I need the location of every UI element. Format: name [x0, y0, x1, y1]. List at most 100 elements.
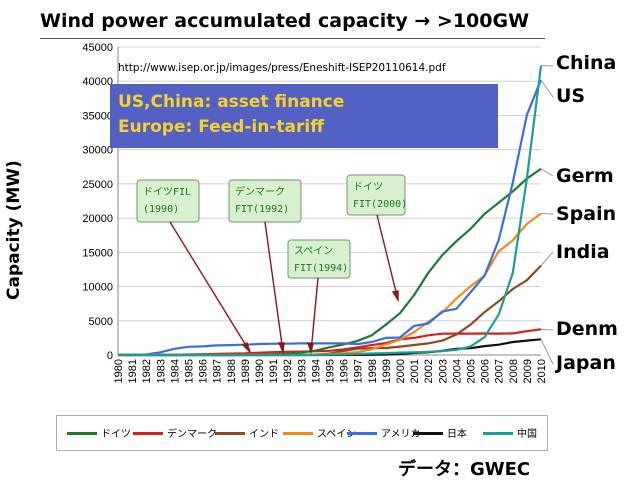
- x-tick-label: 2005: [466, 359, 478, 383]
- source-url: http://www.isep.or.jp/images/press/Enesh…: [118, 62, 446, 74]
- annotation-line1: スペイン: [294, 246, 333, 257]
- chart-title: Wind power accumulated capacity → >100GW: [40, 10, 530, 32]
- annotation-line1: ドイツ: [353, 182, 383, 193]
- finance-note-us-china: US,China: asset finance: [118, 92, 345, 112]
- country-label-denmark: Denm: [556, 318, 618, 340]
- country-label-spain: Spain: [556, 203, 617, 225]
- y-tick-label: 40000: [82, 76, 113, 88]
- y-tick-label: 25000: [82, 179, 113, 191]
- pointer-line-usa: [540, 79, 554, 98]
- x-tick-label: 1985: [184, 359, 196, 383]
- pointer-line-india: [540, 251, 554, 266]
- legend-swatch: [215, 432, 245, 435]
- arrowhead: [241, 342, 251, 353]
- annotation-box: [287, 239, 351, 279]
- legend-label: スペイン: [317, 429, 357, 440]
- data-source: データ：GWEC: [398, 459, 531, 480]
- legend-label: 中国: [517, 429, 537, 440]
- annotation-line2: FIT(2000): [353, 199, 407, 210]
- annotation-line2: FIT(1994): [294, 263, 348, 274]
- x-tick-label: 2010: [536, 359, 548, 383]
- arrow-germany-fil: [169, 221, 251, 353]
- country-label-us: US: [556, 85, 586, 107]
- x-tick-label: 1990: [254, 359, 266, 383]
- arrowhead: [391, 290, 399, 303]
- x-tick-label: 1998: [367, 359, 379, 383]
- country-label-germany: Germ: [556, 165, 614, 187]
- y-tick-label: 30000: [82, 145, 113, 157]
- pointer-line-germany: [540, 168, 554, 177]
- x-tick-label: 2008: [508, 359, 520, 383]
- x-tick-label: 1991: [268, 359, 280, 383]
- arrow-spain-fit: [310, 277, 319, 353]
- x-tick-label: 1988: [226, 359, 238, 383]
- annotation-box: [346, 174, 406, 216]
- arrowhead: [277, 342, 285, 355]
- x-tick-label: 2004: [451, 359, 463, 383]
- arrow-denmark-fit: [264, 221, 284, 353]
- x-tick-label: 1989: [240, 359, 252, 383]
- x-tick-label: 1994: [310, 359, 322, 383]
- legend-label: デンマーク: [167, 429, 217, 440]
- x-tick-label: 1993: [296, 359, 308, 383]
- legend-swatch: [347, 432, 377, 435]
- country-label-india: India: [556, 241, 610, 263]
- x-tick-label: 2000: [395, 359, 407, 383]
- annotation-line2: FIT(1992): [235, 204, 289, 215]
- annotation-arrows: [169, 214, 399, 355]
- pointer-line-japan: [540, 339, 554, 365]
- x-tick-label: 1992: [282, 359, 294, 383]
- x-tick-label: 1997: [353, 359, 365, 383]
- annotation-line1: ドイツFIL: [143, 187, 191, 198]
- pointer-line-china: [540, 64, 554, 67]
- y-tick-label: 20000: [82, 213, 113, 225]
- legend: ドイツ デンマーク インド スペイン アメリカ 日本 中国: [56, 415, 548, 451]
- x-tick-label: 1984: [169, 359, 181, 383]
- x-tick-label: 2009: [522, 359, 534, 383]
- arrow-germany-fit: [376, 214, 399, 301]
- annotation-line2: (1990): [143, 204, 179, 215]
- annotation-denmark-fit-1992: デンマーク FIT(1992): [228, 179, 302, 223]
- y-tick-label: 35000: [82, 110, 113, 122]
- x-tick-label: 1999: [381, 359, 393, 383]
- legend-swatch: [283, 432, 313, 435]
- annotation-line1: デンマーク: [235, 185, 285, 198]
- series-line-usa: [118, 79, 543, 356]
- arrowhead: [306, 342, 314, 355]
- x-tick-label: 1980: [113, 359, 125, 383]
- legend-label: 日本: [447, 429, 467, 440]
- x-tick-label: 2007: [494, 359, 506, 383]
- legend-label: ドイツ: [101, 429, 131, 440]
- country-pointer-lines: [540, 64, 554, 365]
- legend-label: インド: [249, 429, 279, 440]
- x-tick-label: 1981: [127, 359, 139, 383]
- x-tick-labels: 1980 1981 1982 1983 1984 1985 1986 1987 1988 1989…: [113, 359, 548, 383]
- x-tick-label: 1982: [141, 359, 153, 383]
- annotation-germany-fit-2000: ドイツ FIT(2000): [346, 174, 407, 216]
- y-tick-labels: 0 5000 10000 15000 20000 25000 30000 35000 40000…: [82, 42, 113, 362]
- pointer-line-spain: [540, 212, 554, 215]
- x-tick-label: 1987: [212, 359, 224, 383]
- finance-note-box: US,China: asset finance Europe: Feed-in-…: [110, 84, 498, 148]
- x-tick-label: 1986: [198, 359, 210, 383]
- series-line-china: [118, 65, 543, 357]
- pointer-line-denmark: [540, 328, 554, 331]
- finance-note-europe: Europe: Feed-in-tariff: [118, 117, 324, 137]
- country-label-japan: Japan: [556, 352, 616, 374]
- series-lines: [117, 65, 543, 357]
- legend-label: アメリカ: [381, 429, 421, 440]
- title-underline: [40, 38, 545, 39]
- legend-swatch: [67, 432, 97, 435]
- annotation-germany-fil-1990: ドイツFIL (1990): [136, 179, 200, 223]
- annotation-spain-fit-1994: スペイン FIT(1994): [287, 239, 351, 279]
- x-tick-label: 1983: [155, 359, 167, 383]
- x-tick-label: 2003: [437, 359, 449, 383]
- legend-swatch: [483, 432, 513, 435]
- y-tick-label: 15000: [82, 247, 113, 259]
- x-tick-label: 2006: [480, 359, 492, 383]
- y-tick-label: 5000: [89, 316, 113, 328]
- annotation-box: [136, 179, 200, 223]
- y-tick-label: 45000: [82, 42, 113, 54]
- x-tick-label: 1996: [339, 359, 351, 383]
